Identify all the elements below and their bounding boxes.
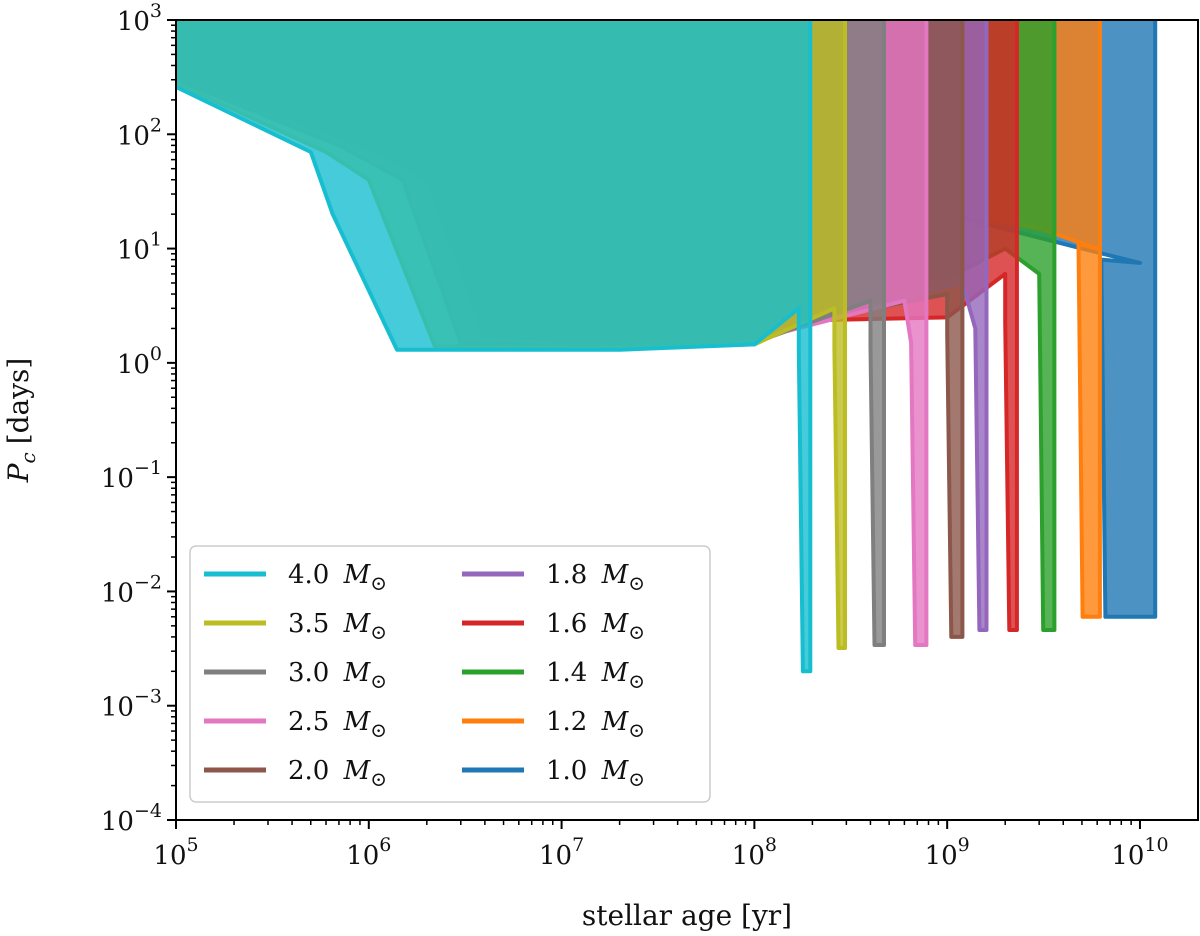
x-tick-label: 107	[539, 834, 584, 871]
y-tick-label: 101	[117, 229, 162, 266]
x-axis-label: stellar age [yr]	[582, 899, 792, 932]
x-tick-label: 109	[925, 834, 970, 871]
legend-label-1.2: 1.2 M⊙	[546, 707, 645, 742]
y-tick-label: 10−1	[101, 457, 162, 494]
legend-label-1.8: 1.8 M⊙	[546, 560, 645, 595]
y-axis-label-symbol: P	[2, 462, 35, 483]
y-axis-label: Pc [days]	[2, 358, 40, 484]
ticks-layer: 105 106 107 108 109 1010 10−4 10−3 10−2 10−1 100 10…	[101, 0, 1169, 871]
legend-label-2.5: 2.5 M⊙	[288, 707, 387, 742]
legend: 4.0 M⊙ 3.5 M⊙ 3.0 M⊙ 2.5 M⊙ 2.0 M⊙ 1.8 M⊙ 1.6 …	[189, 545, 711, 803]
legend-label-3.5: 3.5 M⊙	[288, 609, 387, 644]
series-line-4.0	[176, 20, 813, 674]
legend-box	[189, 545, 711, 803]
x-tick-label: 108	[732, 834, 777, 871]
y-axis-label-subscript: c	[16, 452, 40, 463]
legend-label-1.6: 1.6 M⊙	[546, 609, 645, 644]
y-tick-label: 10−3	[101, 686, 162, 723]
x-tick-label: 1010	[1111, 834, 1168, 871]
x-tick-label: 106	[346, 834, 391, 871]
y-tick-label: 10−2	[101, 571, 162, 608]
series-layer	[176, 20, 1158, 674]
legend-label-4.0: 4.0 M⊙	[288, 560, 387, 595]
legend-label-1.4: 1.4 M⊙	[546, 658, 645, 693]
y-tick-label: 102	[117, 114, 162, 151]
x-tick-label: 105	[153, 834, 198, 871]
y-tick-label: 100	[117, 343, 162, 380]
svg-text:Pc[days]: Pc [days]	[2, 358, 40, 484]
y-tick-label: 103	[117, 0, 162, 37]
series-band-4.0	[176, 20, 811, 672]
legend-label-2.0: 2.0 M⊙	[288, 756, 387, 791]
y-axis-label-unit: [days]	[2, 358, 35, 445]
y-tick-label: 10−4	[101, 800, 162, 837]
legend-label-3.0: 3.0 M⊙	[288, 658, 387, 693]
legend-label-1.0: 1.0 M⊙	[546, 756, 645, 791]
plot-frame	[175, 19, 1199, 821]
